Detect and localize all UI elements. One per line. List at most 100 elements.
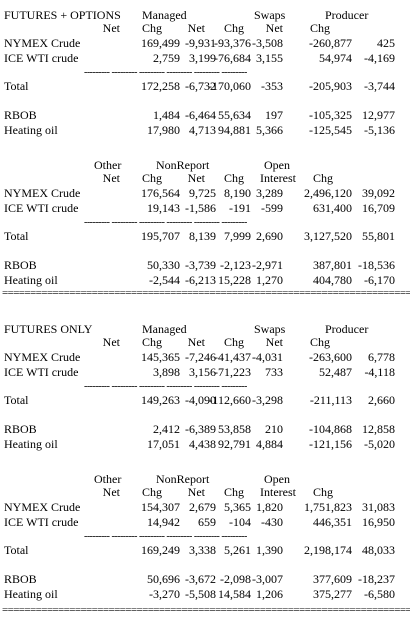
data-row-label: RBOB bbox=[4, 258, 37, 272]
column-header: Net bbox=[265, 335, 283, 349]
total-row-value: 1,390 bbox=[256, 543, 283, 557]
data-row-value: 31,083 bbox=[362, 500, 395, 514]
total-row-value: -211,113 bbox=[309, 393, 352, 407]
data-row-value: -104 bbox=[229, 515, 251, 529]
data-row-label: Heating oil bbox=[4, 437, 58, 451]
group-header: Open bbox=[264, 472, 290, 486]
total-row-value: 169,249 bbox=[141, 543, 180, 557]
data-row-value: -430 bbox=[261, 515, 283, 529]
data-row-value: 50,330 bbox=[147, 258, 180, 272]
total-row-value: -112,660 bbox=[208, 393, 251, 407]
column-header: Chg bbox=[309, 21, 330, 35]
column-header: Chg bbox=[141, 485, 162, 499]
data-row-value: -41,437 bbox=[214, 350, 251, 364]
data-row-label: Heating oil bbox=[4, 587, 58, 601]
data-row-value: 12,858 bbox=[362, 422, 395, 436]
group-header: Producer bbox=[325, 8, 369, 22]
data-row-value: 16,709 bbox=[362, 201, 395, 215]
column-header: Chg bbox=[141, 171, 162, 185]
data-row-value: -3,270 bbox=[149, 587, 180, 601]
data-row-value: 39,092 bbox=[362, 186, 395, 200]
data-row-label: ICE WTI crude bbox=[4, 365, 79, 379]
column-header: Chg bbox=[141, 21, 162, 35]
dash-rule: --------- --------- --------- --------- … bbox=[84, 217, 247, 228]
data-row-value: 154,307 bbox=[141, 500, 180, 514]
column-header: Chg bbox=[309, 335, 330, 349]
dash-rule: --------- --------- --------- --------- … bbox=[84, 67, 247, 78]
data-row-value: 14,584 bbox=[218, 587, 251, 601]
data-row-value: 3,289 bbox=[256, 186, 283, 200]
data-row-value: -125,545 bbox=[309, 123, 352, 137]
data-row-value: -4,031 bbox=[252, 350, 283, 364]
total-row-value: 3,127,520 bbox=[304, 229, 352, 243]
data-row-value: 17,980 bbox=[147, 123, 180, 137]
data-row-value: 3,155 bbox=[256, 51, 283, 65]
data-row-label: RBOB bbox=[4, 108, 37, 122]
total-row-label: Total bbox=[4, 229, 29, 243]
data-row-value: -6,389 bbox=[185, 422, 216, 436]
data-row-value: 375,277 bbox=[313, 587, 352, 601]
data-row-value: 4,884 bbox=[256, 437, 283, 451]
data-row-value: 659 bbox=[198, 515, 216, 529]
dash-rule: --------- --------- --------- --------- … bbox=[84, 381, 247, 392]
total-row-label: Total bbox=[4, 393, 29, 407]
total-row-value: -170,060 bbox=[208, 79, 251, 93]
data-row-value: 2,496,120 bbox=[304, 186, 352, 200]
data-row-value: 1,751,823 bbox=[304, 500, 352, 514]
group-header: NonReport bbox=[156, 472, 210, 486]
data-row-value: 5,366 bbox=[256, 123, 283, 137]
data-row-label: NYMEX Crude bbox=[4, 186, 81, 200]
column-header: Net bbox=[265, 21, 283, 35]
column-header: Chg bbox=[223, 335, 244, 349]
total-row-value: 2,198,174 bbox=[304, 543, 352, 557]
data-row-value: 3,898 bbox=[153, 365, 180, 379]
data-row-value: 1,206 bbox=[256, 587, 283, 601]
total-row-label: Total bbox=[4, 79, 29, 93]
data-row-label: Heating oil bbox=[4, 273, 58, 287]
group-header: Managed bbox=[142, 8, 187, 22]
data-row-value: -2,123 bbox=[220, 258, 251, 272]
double-rule: ========================================… bbox=[2, 287, 410, 299]
data-row-label: Heating oil bbox=[4, 123, 58, 137]
data-row-value: 404,780 bbox=[313, 273, 352, 287]
column-header: Chg bbox=[223, 485, 244, 499]
data-row-value: 5,365 bbox=[224, 500, 251, 514]
total-row-value: 149,263 bbox=[141, 393, 180, 407]
data-row-value: 631,400 bbox=[313, 201, 352, 215]
section-title: FUTURES + OPTIONS bbox=[4, 8, 121, 22]
data-row-value: -2,098 bbox=[220, 572, 251, 586]
data-row-value: -5,020 bbox=[364, 437, 395, 451]
data-row-value: -6,213 bbox=[185, 273, 216, 287]
data-row-value: -5,136 bbox=[364, 123, 395, 137]
data-row-value: 50,696 bbox=[147, 572, 180, 586]
data-row-value: 16,950 bbox=[362, 515, 395, 529]
data-row-value: 14,942 bbox=[147, 515, 180, 529]
column-header: Net bbox=[102, 485, 120, 499]
data-row-value: -104,868 bbox=[309, 422, 352, 436]
data-row-value: -6,580 bbox=[364, 587, 395, 601]
column-header: Interest bbox=[260, 485, 296, 499]
data-row-value: -4,118 bbox=[364, 365, 395, 379]
data-row-value: 169,499 bbox=[141, 36, 180, 50]
data-row-value: 4,713 bbox=[189, 123, 216, 137]
data-row-value: -71,223 bbox=[214, 365, 251, 379]
data-row-value: -2,544 bbox=[149, 273, 180, 287]
total-row-value: -6,732 bbox=[185, 79, 216, 93]
data-row-value: 92,791 bbox=[218, 437, 251, 451]
total-row-value: -205,903 bbox=[309, 79, 352, 93]
data-row-value: -18,237 bbox=[358, 572, 395, 586]
data-row-label: ICE WTI crude bbox=[4, 51, 79, 65]
total-row-value: -3,744 bbox=[364, 79, 395, 93]
data-row-value: -3,672 bbox=[185, 572, 216, 586]
data-row-value: 1,820 bbox=[256, 500, 283, 514]
data-row-value: -5,508 bbox=[185, 587, 216, 601]
column-header: Net bbox=[187, 485, 205, 499]
data-row-value: 1,270 bbox=[256, 273, 283, 287]
data-row-value: -3,007 bbox=[252, 572, 283, 586]
data-row-label: ICE WTI crude bbox=[4, 201, 79, 215]
data-row-value: -2,971 bbox=[252, 258, 283, 272]
data-row-value: -1,586 bbox=[185, 201, 216, 215]
data-row-value: -121,156 bbox=[309, 437, 352, 451]
dash-rule: --------- --------- --------- --------- … bbox=[84, 531, 247, 542]
data-row-value: -4,169 bbox=[364, 51, 395, 65]
